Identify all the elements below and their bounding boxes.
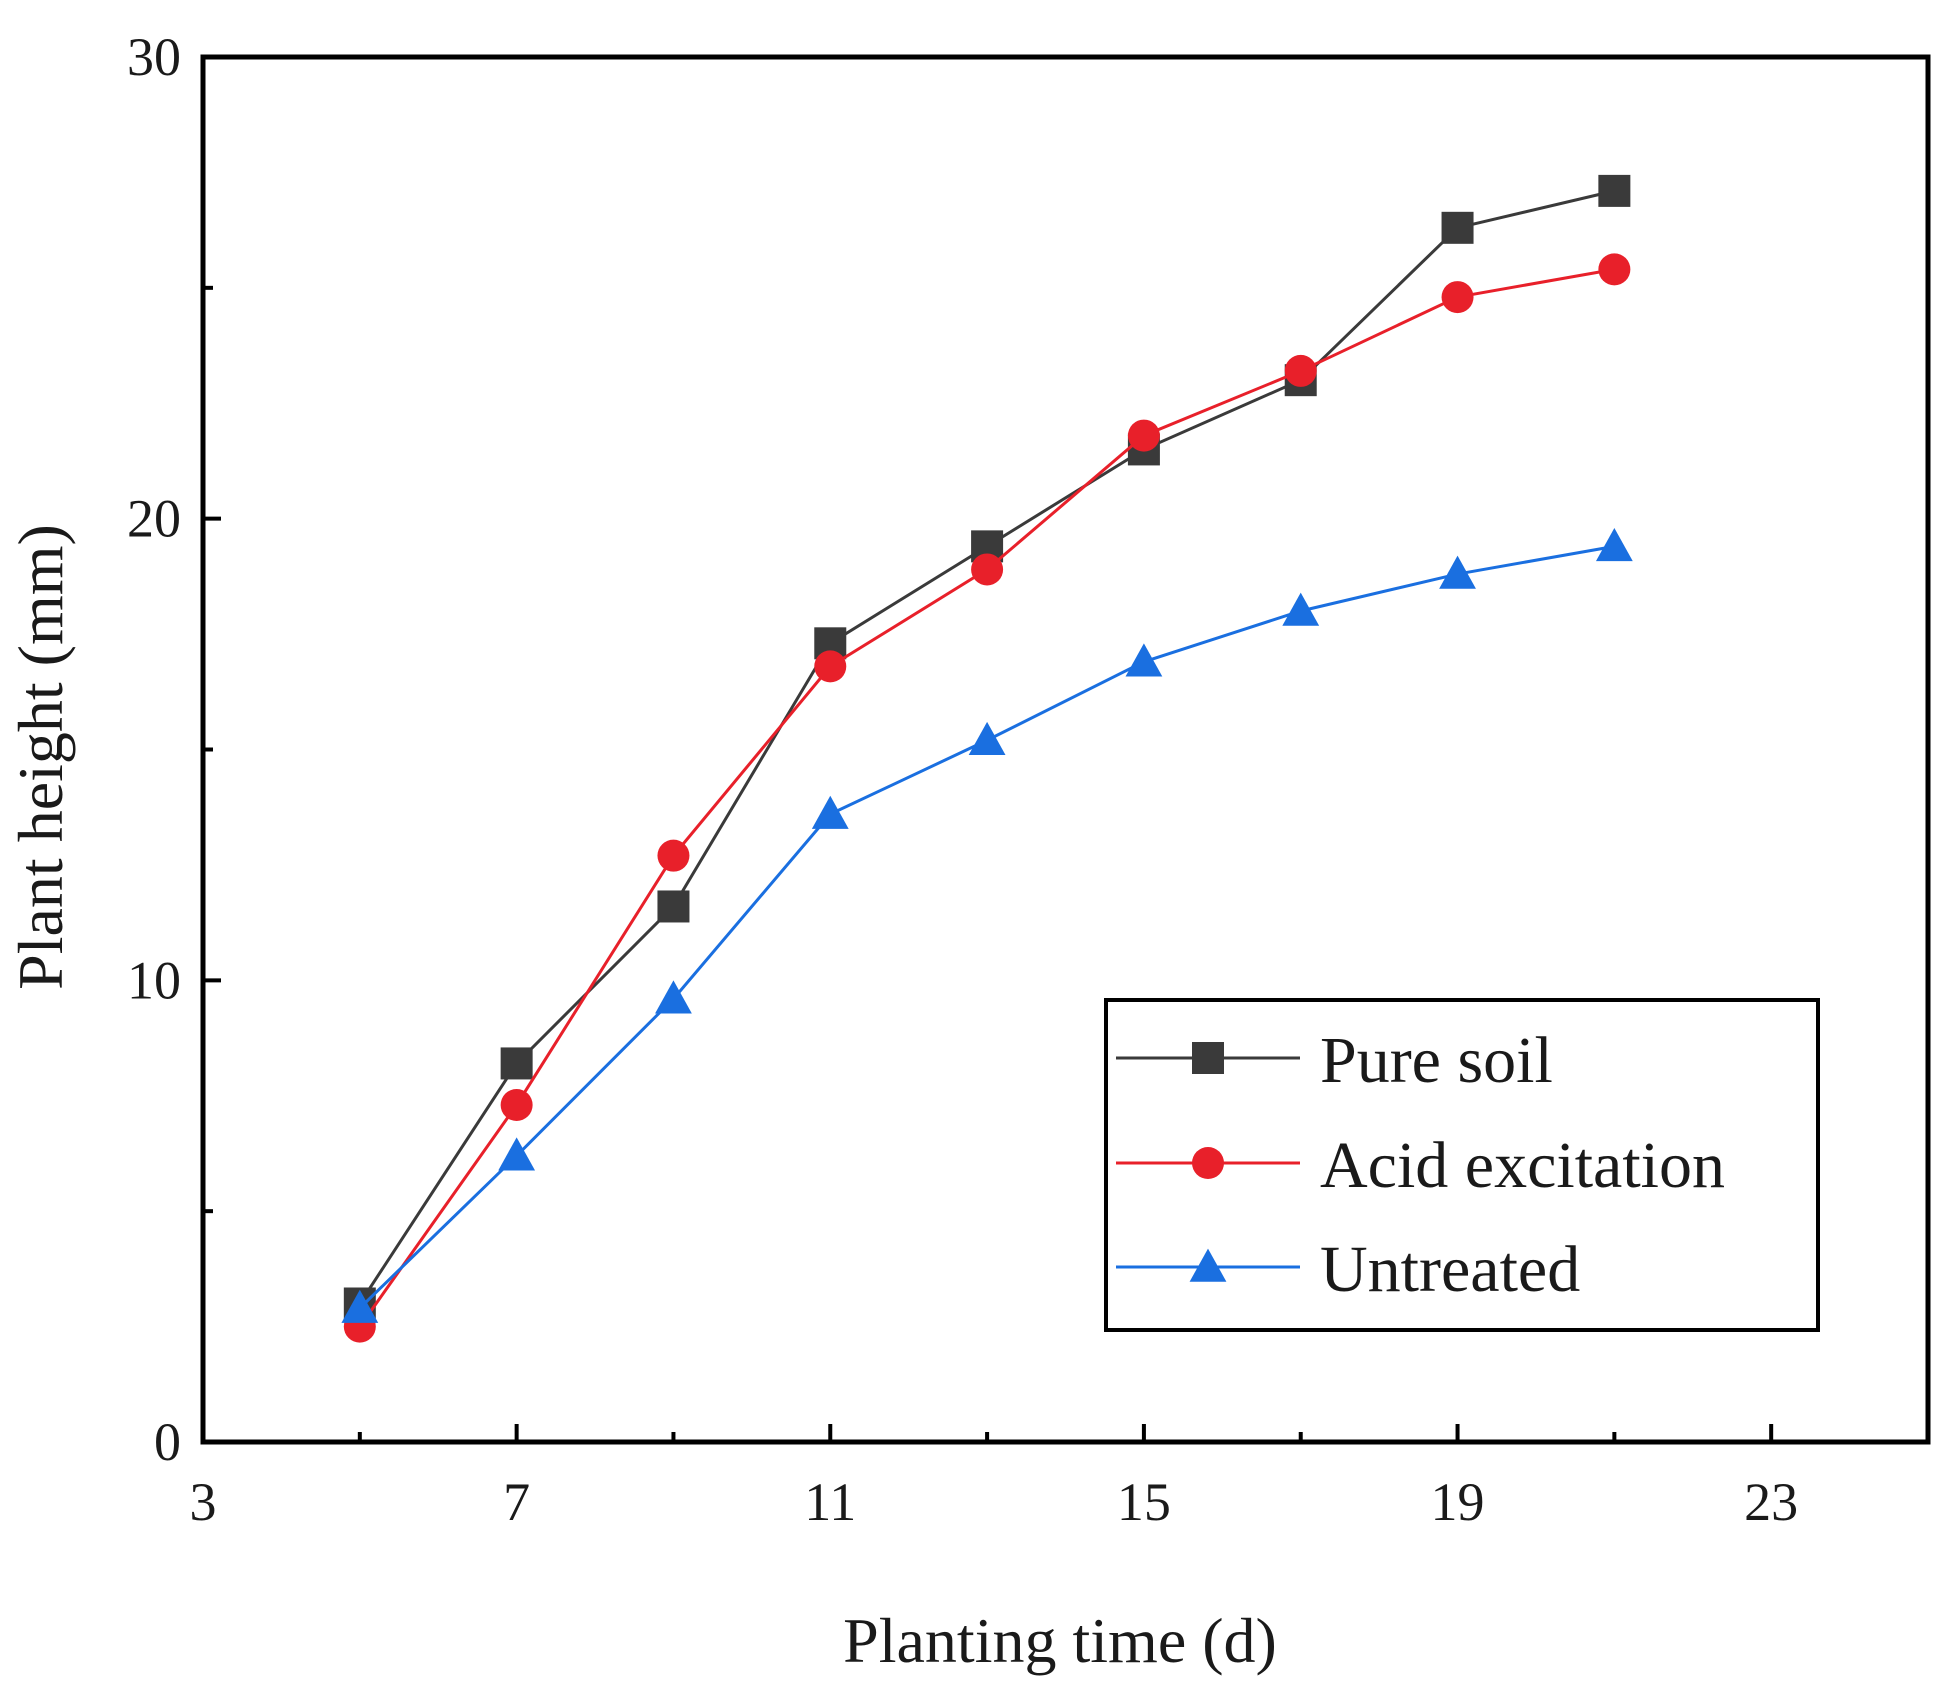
x-tick-label: 3: [190, 1472, 217, 1532]
data-point: [1282, 592, 1320, 626]
legend-label: Pure soil: [1320, 1024, 1553, 1097]
data-point: [1598, 174, 1631, 207]
data-point: [341, 1289, 379, 1323]
x-tick-label: 19: [1431, 1472, 1485, 1532]
data-point: [1441, 281, 1474, 314]
y-tick-label: 20: [127, 489, 181, 549]
x-tick-label: 15: [1117, 1472, 1171, 1532]
data-point: [1595, 527, 1633, 562]
data-point: [968, 721, 1006, 755]
y-tick-label: 10: [127, 950, 181, 1010]
data-point: [657, 890, 690, 923]
legend-item: Pure soil: [1116, 1024, 1553, 1097]
x-tick-label: 23: [1744, 1472, 1798, 1532]
data-point: [1598, 253, 1631, 286]
y-tick-label: 30: [127, 27, 181, 87]
data-point: [814, 650, 847, 683]
data-point: [811, 795, 849, 829]
legend: Pure soil Acid excitation Untreated: [1104, 998, 1820, 1332]
legend-marker: [1192, 1147, 1224, 1179]
data-point: [655, 980, 692, 1014]
legend-label: Untreated: [1320, 1233, 1580, 1306]
x-tick-label: 7: [503, 1472, 530, 1532]
data-point: [1125, 643, 1163, 677]
data-point: [1127, 419, 1160, 452]
y-axis-label: Plant height (mm): [5, 524, 76, 990]
legend-marker: [1189, 1248, 1227, 1282]
legend-item: Untreated: [1116, 1233, 1580, 1306]
data-point: [500, 1088, 533, 1121]
data-point: [1441, 211, 1474, 244]
data-point: [971, 553, 1004, 586]
legend-label: Acid excitation: [1320, 1129, 1725, 1202]
data-point: [1439, 555, 1476, 589]
axes: 3 7 11 15 19 23 0 10 20 30: [127, 27, 1931, 1532]
legend-item: Acid excitation: [1116, 1129, 1725, 1202]
series-untreated: [341, 527, 1633, 1323]
x-axis-label: Planting time (d): [843, 1605, 1277, 1676]
legend-marker: [1192, 1042, 1224, 1074]
data-point: [1284, 354, 1317, 387]
series-acid-excitation: [343, 253, 1631, 1343]
data-point: [498, 1137, 536, 1171]
legend-box: [1104, 998, 1820, 1332]
y-tick-label: 0: [154, 1412, 181, 1472]
data-point: [657, 839, 690, 872]
x-tick-label: 11: [804, 1472, 856, 1532]
series-layer: [341, 174, 1633, 1343]
series-pure-soil: [343, 174, 1631, 1320]
data-point: [500, 1047, 533, 1080]
